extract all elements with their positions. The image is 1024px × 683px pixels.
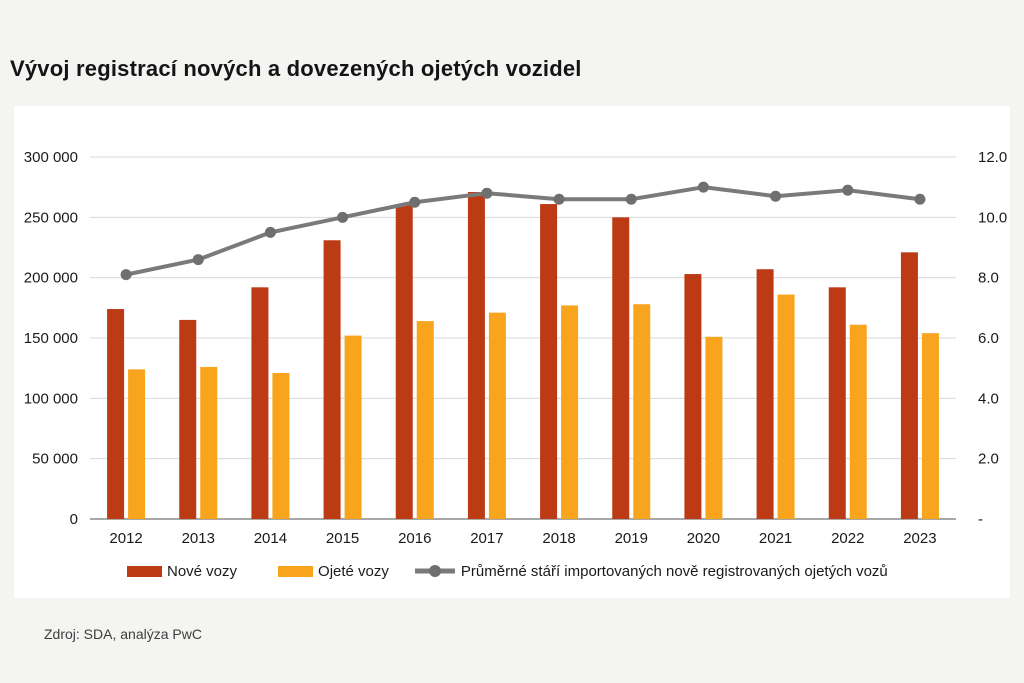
y-axis-label-right: 12.0	[978, 149, 1007, 166]
age-line-marker-2012	[120, 269, 132, 281]
bar-ojete-vozy-2020	[705, 336, 723, 519]
chart-panel: 300 000 12.0 250 000 10.0 200 000 8.0 150 000 6…	[14, 106, 1010, 598]
bar-ojete-vozy-2022	[849, 324, 867, 519]
source-note: Zdroj: SDA, analýza PwC	[44, 626, 202, 642]
age-line-marker-2013	[192, 254, 204, 266]
bar-ojete-vozy-2018	[561, 305, 579, 519]
y-axis-label-left: 50 000	[32, 451, 78, 468]
bar-nove-vozy-2022	[828, 287, 846, 519]
y-axis-label-right: 2.0	[978, 451, 999, 468]
bar-ojete-vozy-2017	[488, 312, 506, 519]
x-axis-label-2018: 2018	[542, 530, 575, 547]
age-line-marker-2022	[842, 184, 854, 196]
bar-ojete-vozy-2015	[344, 335, 362, 519]
legend-swatch-age-line-icon	[414, 565, 455, 577]
age-line-marker-2021	[770, 190, 782, 202]
legend-item-age-line: Průměrné stáří importovaných nově regist…	[413, 563, 888, 580]
x-axis-label-2019: 2019	[615, 530, 648, 547]
chart-legend: Nové vozy Ojeté vozy Průměrné stáří impo…	[14, 558, 1010, 584]
chart-canvas: 300 000 12.0 250 000 10.0 200 000 8.0 150 000 6…	[24, 149, 1007, 547]
bar-nove-vozy-2019	[612, 217, 630, 519]
bar-ojete-vozy-2021	[777, 294, 795, 519]
bar-nove-vozy-2013	[179, 319, 197, 519]
legend-label-age-line: Průměrné stáří importovaných nově regist…	[460, 562, 888, 580]
x-axis-label-2020: 2020	[687, 530, 720, 547]
y-axis-label-right: 10.0	[978, 209, 1007, 226]
bar-ojete-vozy-2019	[633, 304, 651, 519]
y-axis-label-left: 100 000	[24, 390, 78, 407]
bar-nove-vozy-2016	[395, 205, 413, 519]
age-line-marker-2018	[553, 193, 565, 205]
x-axis-label-2015: 2015	[326, 530, 359, 547]
bar-ojete-vozy-2014	[272, 372, 290, 519]
bar-ojete-vozy-2016	[416, 321, 434, 519]
y-axis-label-left: 300 000	[24, 149, 78, 166]
x-axis-label-2022: 2022	[831, 530, 864, 547]
x-axis-label-2021: 2021	[759, 530, 792, 547]
age-line-marker-2014	[264, 226, 276, 238]
x-axis-label-2013: 2013	[182, 530, 215, 547]
bar-nove-vozy-2020	[684, 274, 702, 519]
y-axis-label-left: 200 000	[24, 270, 78, 287]
age-line-marker-2017	[481, 187, 493, 199]
bar-nove-vozy-2015	[323, 240, 341, 519]
x-axis-label-2014: 2014	[254, 530, 287, 547]
y-axis-label-right: -	[978, 511, 983, 528]
bar-ojete-vozy-2013	[200, 366, 218, 519]
legend-swatch-nove-vozy	[127, 565, 162, 577]
y-axis-label-right: 6.0	[978, 330, 999, 347]
page-title: Vývoj registrací nových a dovezených oje…	[10, 56, 582, 81]
bar-nove-vozy-2021	[756, 269, 774, 519]
x-axis-label-2023: 2023	[903, 530, 936, 547]
bar-nove-vozy-2023	[900, 252, 918, 519]
x-axis-label-2016: 2016	[398, 530, 431, 547]
age-line-marker-2016	[409, 196, 421, 208]
bar-nove-vozy-2017	[467, 191, 485, 519]
y-axis-label-left: 0	[70, 511, 78, 528]
age-line-marker-2015	[337, 211, 349, 223]
bar-nove-vozy-2018	[540, 204, 558, 519]
age-line-marker-2020	[697, 181, 709, 193]
bar-ojete-vozy-2012	[128, 369, 146, 519]
y-axis-label-left: 150 000	[24, 330, 78, 347]
x-axis-label-2017: 2017	[470, 530, 503, 547]
bar-nove-vozy-2014	[251, 287, 269, 519]
legend-label-nove-vozy: Nové vozy	[167, 562, 238, 580]
legend-swatch-ojete-vozy	[278, 565, 314, 577]
y-axis-label-left: 250 000	[24, 209, 78, 226]
age-line-marker-2019	[625, 193, 637, 205]
y-axis-label-right: 4.0	[978, 390, 999, 407]
age-line	[125, 185, 921, 277]
legend-item-nove-vozy: Nové vozy	[127, 563, 237, 580]
x-axis-label-2012: 2012	[109, 530, 142, 547]
bar-nove-vozy-2012	[107, 309, 125, 519]
y-axis-label-right: 8.0	[978, 270, 999, 287]
age-line-marker-2023	[914, 193, 926, 205]
legend-label-ojete-vozy: Ojeté vozy	[318, 562, 389, 580]
legend-item-ojete-vozy: Ojeté vozy	[278, 563, 389, 580]
bar-ojete-vozy-2023	[921, 333, 939, 519]
